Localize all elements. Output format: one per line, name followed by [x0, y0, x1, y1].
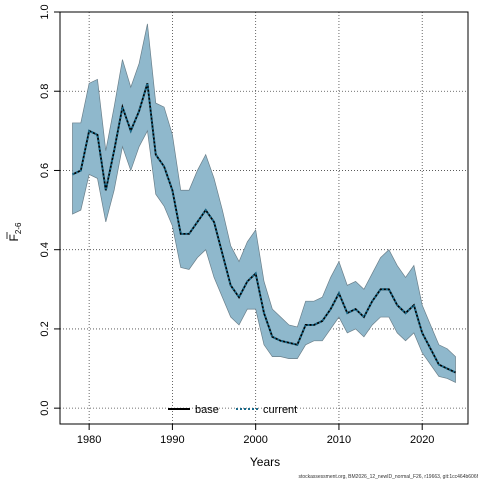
y-tick-label-0.6: 0.6 — [39, 163, 51, 178]
x-axis-title: Years — [250, 455, 280, 469]
y-tick-label-0.8: 0.8 — [39, 84, 51, 99]
y-tick-label-0.0: 0.0 — [39, 401, 51, 416]
x-tick-label-2000: 2000 — [243, 434, 267, 446]
y-tick-label-0.2: 0.2 — [39, 321, 51, 336]
legend-label-current: current — [263, 404, 297, 416]
y-axis-title-sub: 2-6 — [14, 222, 23, 234]
y-tick-label-0.4: 0.4 — [39, 242, 51, 257]
x-tick-label-2020: 2020 — [410, 434, 434, 446]
x-tick-label-1980: 1980 — [77, 434, 101, 446]
confidence-band — [72, 23, 456, 383]
series-lines — [72, 83, 456, 374]
y-axis-title: F2-6 — [6, 222, 23, 241]
y-tick-label-1.0: 1.0 — [39, 4, 51, 19]
legend: base current — [168, 404, 297, 416]
legend-label-base: base — [195, 404, 219, 416]
footer-text: stockassessment.org, BM2026_12_newID_nor… — [298, 474, 478, 480]
y-axis-title-main: F — [7, 234, 21, 241]
x-tick-label-1990: 1990 — [160, 434, 184, 446]
svg-text:F2-6: F2-6 — [7, 222, 23, 241]
plot-frame — [59, 11, 469, 425]
confidence-band-area — [72, 23, 456, 383]
series-line-current — [72, 83, 456, 374]
x-tick-label-2010: 2010 — [327, 434, 351, 446]
axes: 1980 1990 2000 2010 2020 0.0 0.2 0.4 0.6 0.8 1.0 — [39, 4, 469, 446]
